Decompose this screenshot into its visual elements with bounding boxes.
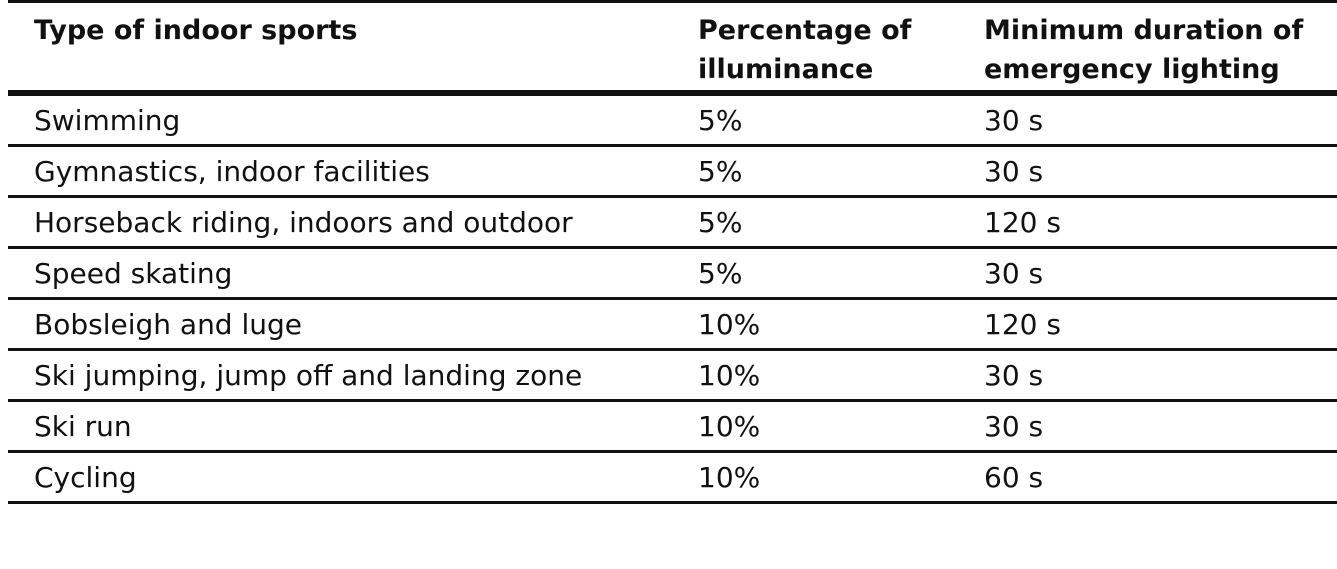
- cell-illuminance: 10%: [698, 359, 761, 392]
- cell-illuminance: 5%: [698, 206, 743, 239]
- cell-sport: Ski run: [34, 410, 132, 443]
- header-minimum-duration: Minimum duration of emergency lighting: [984, 15, 1304, 85]
- sports-emergency-lighting-table: Type of indoor sports Percentage of illu…: [8, 0, 1337, 504]
- cell-sport: Cycling: [34, 461, 137, 494]
- table-row: Horseback riding, indoors and outdoor 5%…: [8, 198, 1337, 249]
- cell-duration: 120 s: [984, 206, 1061, 239]
- table-row: Ski jumping, jump off and landing zone 1…: [8, 351, 1337, 402]
- cell-illuminance: 10%: [698, 308, 761, 341]
- cell-duration: 60 s: [984, 461, 1044, 494]
- cell-illuminance: 5%: [698, 257, 743, 290]
- cell-sport: Bobsleigh and luge: [34, 308, 303, 341]
- cell-duration: 30 s: [984, 155, 1044, 188]
- table-top-rule: [8, 0, 1337, 3]
- table-header-row: Type of indoor sports Percentage of illu…: [8, 3, 1337, 96]
- cell-illuminance: 5%: [698, 104, 743, 137]
- cell-duration: 120 s: [984, 308, 1061, 341]
- header-sport-type: Type of indoor sports: [34, 15, 358, 46]
- table-row: Ski run 10% 30 s: [8, 402, 1337, 453]
- table-row: Cycling 10% 60 s: [8, 453, 1337, 504]
- table-row: Speed skating 5% 30 s: [8, 249, 1337, 300]
- header-illuminance-percentage: Percentage of illuminance: [698, 15, 912, 85]
- cell-illuminance: 10%: [698, 461, 761, 494]
- cell-sport: Ski jumping, jump off and landing zone: [34, 359, 583, 392]
- cell-duration: 30 s: [984, 359, 1044, 392]
- cell-sport: Horseback riding, indoors and outdoor: [34, 206, 573, 239]
- cell-illuminance: 5%: [698, 155, 743, 188]
- table-row: Gymnastics, indoor facilities 5% 30 s: [8, 147, 1337, 198]
- table-row: Swimming 5% 30 s: [8, 96, 1337, 147]
- cell-sport: Speed skating: [34, 257, 233, 290]
- cell-duration: 30 s: [984, 104, 1044, 137]
- cell-illuminance: 10%: [698, 410, 761, 443]
- cell-duration: 30 s: [984, 410, 1044, 443]
- cell-sport: Gymnastics, indoor facilities: [34, 155, 430, 188]
- table-row: Bobsleigh and luge 10% 120 s: [8, 300, 1337, 351]
- cell-duration: 30 s: [984, 257, 1044, 290]
- cell-sport: Swimming: [34, 104, 181, 137]
